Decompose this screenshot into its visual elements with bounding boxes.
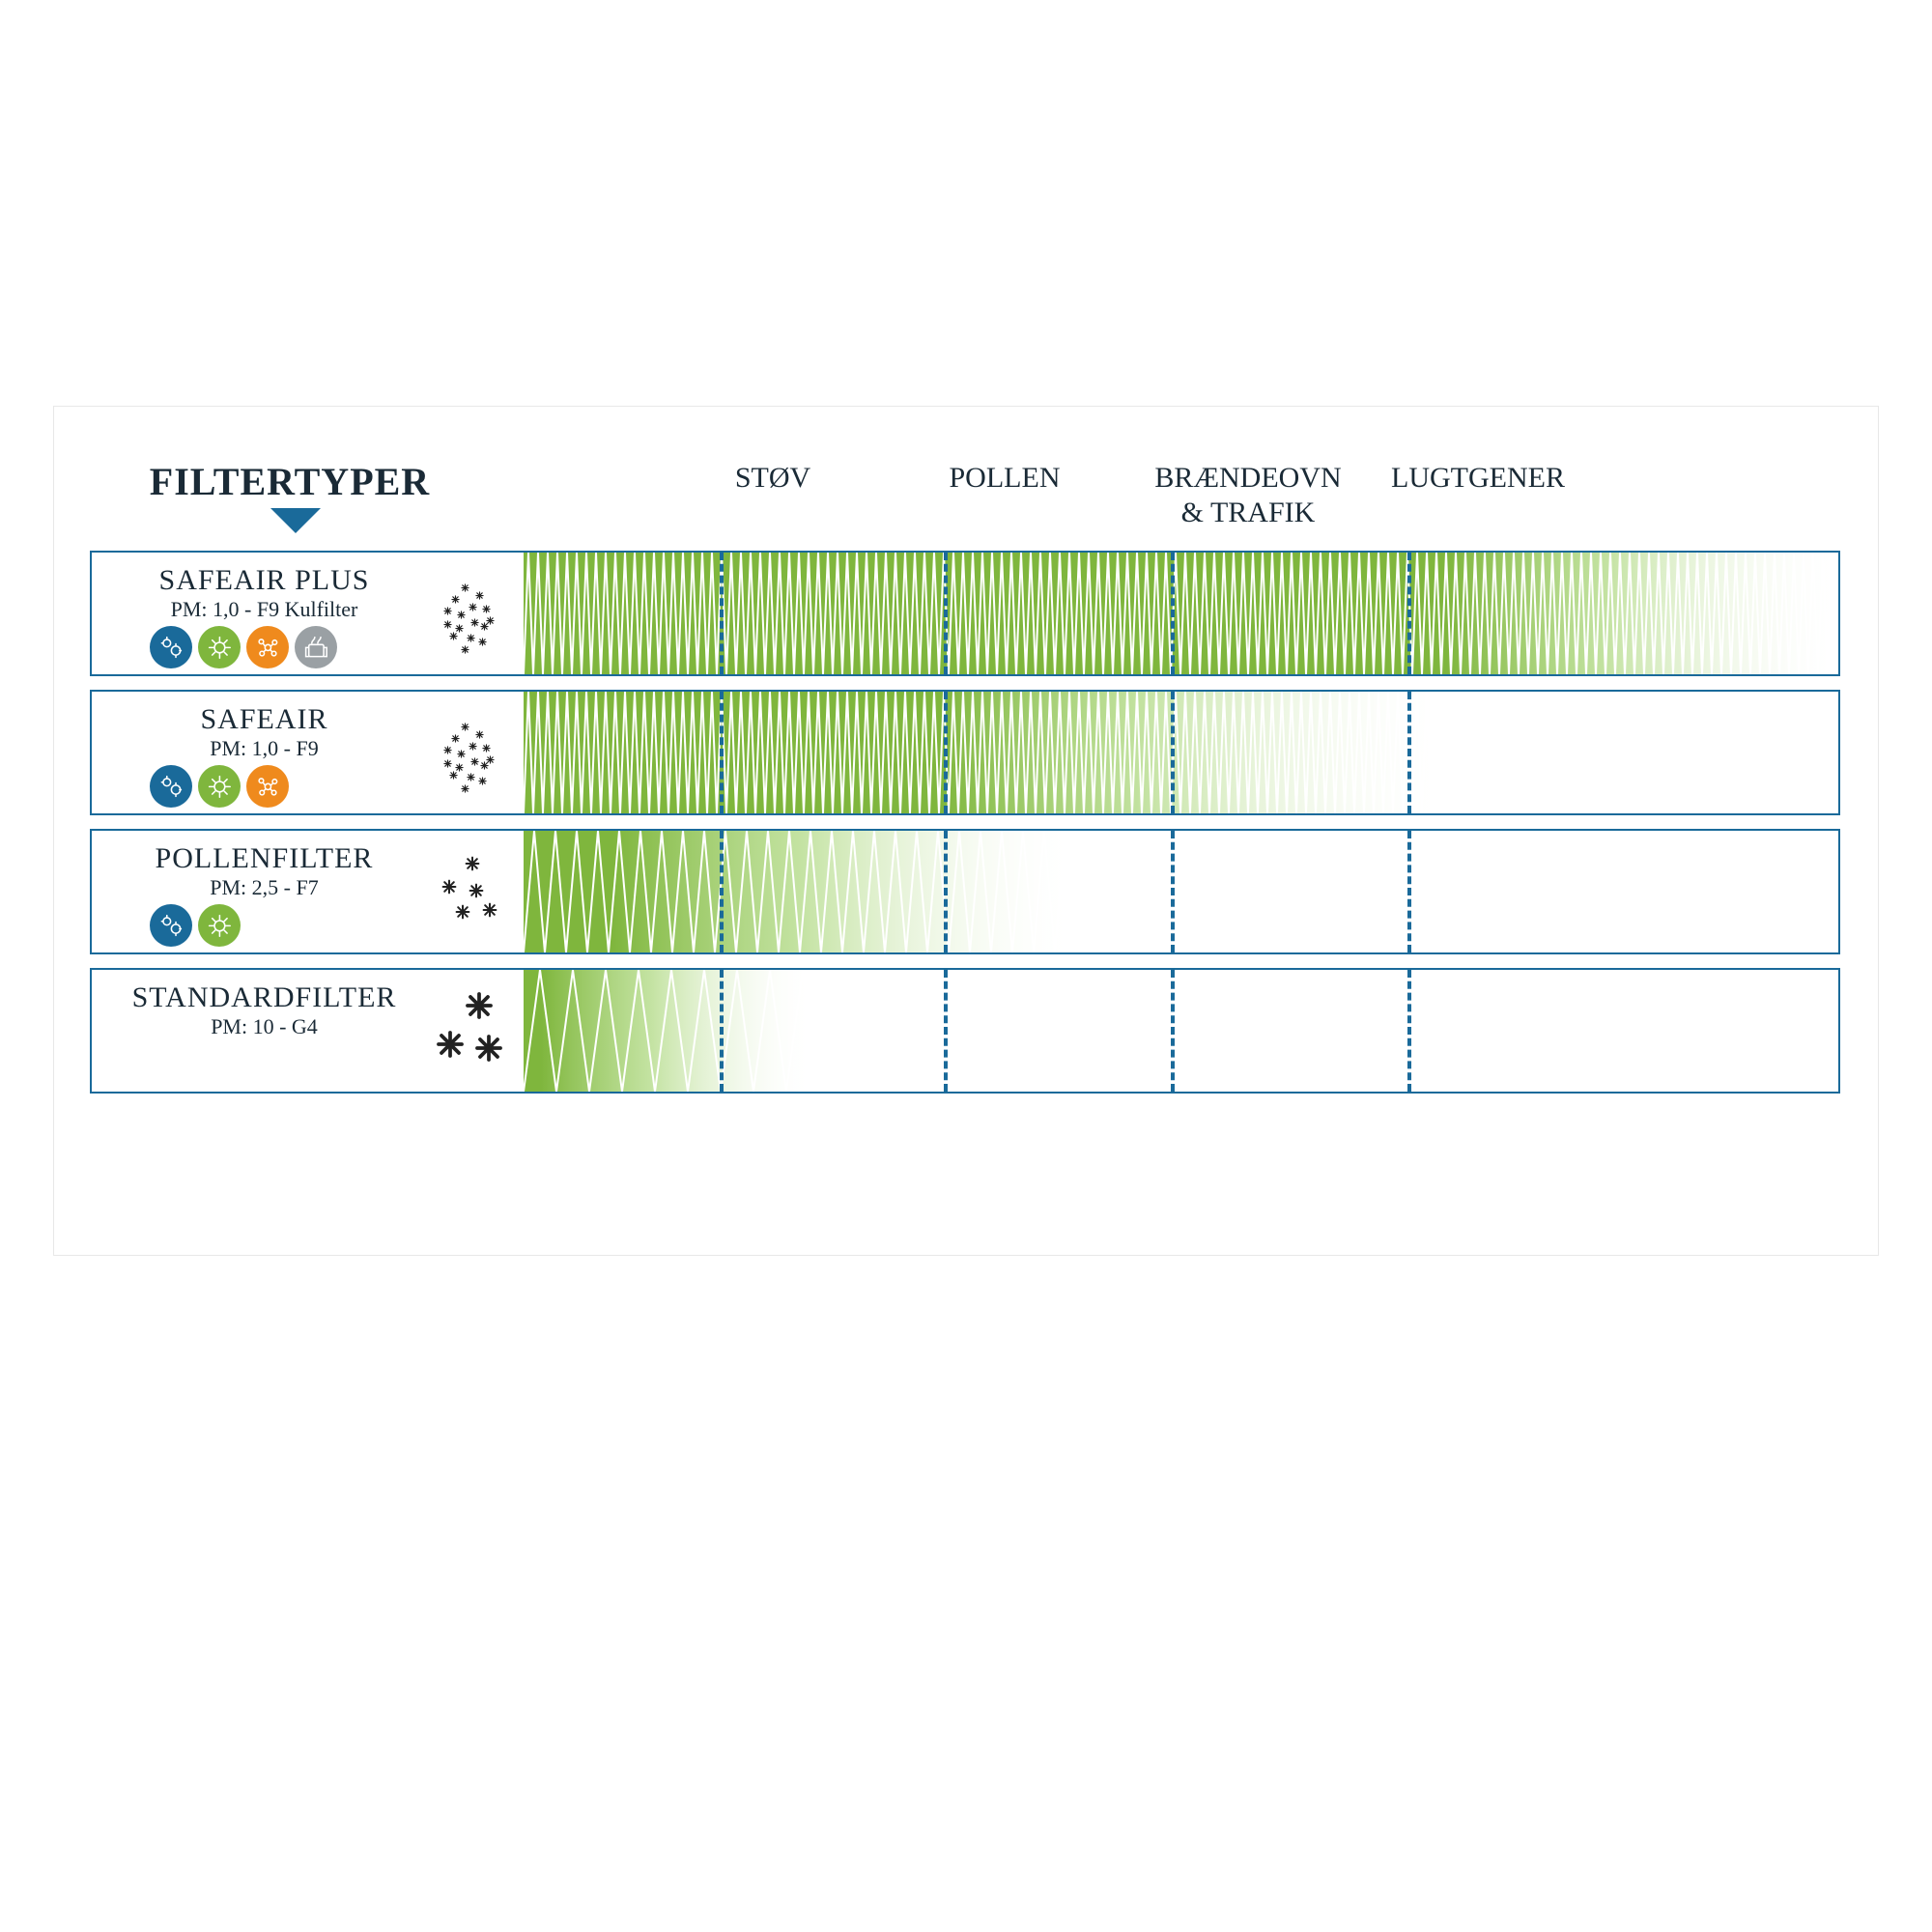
column-divider xyxy=(720,970,724,1092)
bacteria-icon xyxy=(150,904,192,947)
column-label: LUGTGENER xyxy=(1362,461,1594,496)
filter-subtitle: PM: 2,5 - F7 xyxy=(111,875,417,900)
particles-icon xyxy=(246,765,289,808)
column-divider xyxy=(720,553,724,674)
column-divider xyxy=(1407,831,1411,952)
particle-size-icon xyxy=(422,570,519,667)
column-divider xyxy=(944,692,948,813)
column-divider xyxy=(720,831,724,952)
filter-subtitle: PM: 10 - G4 xyxy=(111,1014,417,1039)
filter-subtitle: PM: 1,0 - F9 Kulfilter xyxy=(111,597,417,622)
pollen-icon xyxy=(198,626,241,668)
header-title: FILTERTYPER xyxy=(135,459,444,504)
column-divider xyxy=(944,553,948,674)
filter-zigzag-icon xyxy=(524,970,813,1094)
filter-row: POLLENFILTERPM: 2,5 - F7 xyxy=(90,829,1840,954)
odor-icon xyxy=(295,626,337,668)
pollen-icon xyxy=(198,904,241,947)
bacteria-icon xyxy=(150,765,192,808)
column-divider xyxy=(944,970,948,1092)
filter-row: SAFEAIRPM: 1,0 - F9 xyxy=(90,690,1840,815)
filter-row: SAFEAIR PLUSPM: 1,0 - F9 Kulfilter xyxy=(90,551,1840,676)
particle-size-icon xyxy=(422,987,519,1084)
column-label: BRÆNDEOVN & TRAFIK xyxy=(1132,461,1364,530)
column-label: STØV xyxy=(715,461,831,496)
column-divider xyxy=(944,831,948,952)
filter-zigzag-icon xyxy=(524,831,1077,954)
filter-row: STANDARDFILTERPM: 10 - G4 xyxy=(90,968,1840,1094)
column-label: POLLEN xyxy=(927,461,1082,496)
filter-name: STANDARDFILTER xyxy=(111,981,417,1014)
particle-size-icon xyxy=(422,709,519,806)
particle-size-icon xyxy=(422,848,519,945)
column-divider xyxy=(1407,553,1411,674)
filter-name: POLLENFILTER xyxy=(111,842,417,875)
pollen-icon xyxy=(198,765,241,808)
column-divider xyxy=(1171,831,1175,952)
filter-name: SAFEAIR PLUS xyxy=(111,564,417,597)
column-divider xyxy=(1171,692,1175,813)
column-divider xyxy=(1407,970,1411,1092)
column-divider xyxy=(1171,970,1175,1092)
header-arrow-icon xyxy=(270,508,321,533)
filter-subtitle: PM: 1,0 - F9 xyxy=(111,736,417,761)
filter-zigzag-icon xyxy=(524,692,1447,815)
column-divider xyxy=(1171,553,1175,674)
bacteria-icon xyxy=(150,626,192,668)
filter-name: SAFEAIR xyxy=(111,703,417,736)
column-divider xyxy=(720,692,724,813)
particles-icon xyxy=(246,626,289,668)
column-divider xyxy=(1407,692,1411,813)
